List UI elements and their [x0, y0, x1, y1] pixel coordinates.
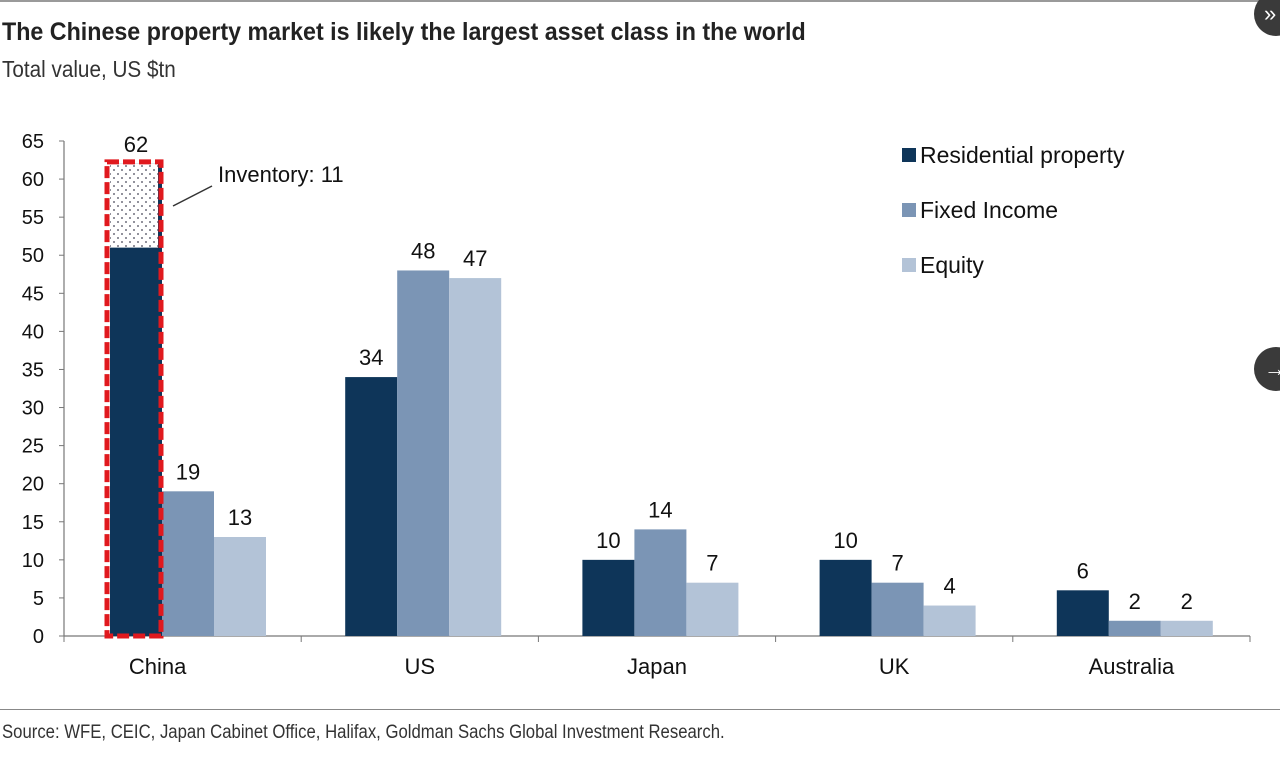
legend-swatch	[902, 258, 916, 272]
bar-us-fixed-income	[397, 270, 450, 636]
x-tick-label: China	[129, 654, 187, 679]
data-label: 4	[943, 574, 955, 599]
y-tick-label: 50	[22, 245, 44, 267]
chart-title: The Chinese property market is likely th…	[2, 18, 806, 46]
bar-japan-fixed-income	[634, 529, 687, 636]
data-label: 62	[124, 132, 148, 157]
y-tick-label: 35	[22, 359, 44, 381]
data-label: 7	[891, 551, 903, 576]
legend-swatch	[902, 203, 916, 217]
annotation-leader	[172, 185, 213, 207]
legend-label: Residential property	[920, 142, 1125, 168]
bar-australia-residential-property	[1056, 590, 1109, 636]
bar-japan-equity	[686, 582, 739, 636]
annotation-label: Inventory: 11	[218, 162, 344, 187]
bar-uk-residential-property	[819, 559, 872, 636]
bar-uk-equity	[923, 605, 976, 636]
bar-us-residential-property	[345, 377, 398, 636]
y-tick-label: 60	[22, 169, 44, 191]
legend-label: Equity	[920, 252, 984, 278]
legend-label: Fixed Income	[920, 197, 1058, 223]
legend-swatch	[902, 148, 916, 162]
bar-uk-fixed-income	[871, 582, 924, 636]
y-tick-label: 55	[22, 207, 44, 229]
highlight-box	[104, 159, 164, 639]
data-label: 10	[596, 528, 620, 553]
data-label: 13	[228, 505, 252, 530]
x-tick-label: US	[405, 654, 436, 679]
data-label: 6	[1077, 558, 1089, 583]
inventory-segment	[110, 163, 158, 248]
y-tick-label: 45	[22, 283, 44, 305]
data-label: 19	[176, 459, 200, 484]
y-tick-label: 0	[33, 626, 44, 648]
y-tick-label: 40	[22, 321, 44, 343]
y-tick-label: 30	[22, 398, 44, 420]
source-note: Source: WFE, CEIC, Japan Cabinet Office,…	[2, 722, 725, 743]
bar-china-fixed-income	[162, 491, 214, 636]
data-label: 34	[359, 345, 383, 370]
y-tick-label: 15	[22, 512, 44, 534]
bar-australia-fixed-income	[1108, 620, 1161, 636]
bar-china-equity	[214, 537, 266, 636]
data-label: 7	[706, 551, 718, 576]
y-tick-label: 5	[33, 588, 44, 610]
data-label: 2	[1129, 589, 1141, 614]
bar-us-equity	[449, 278, 502, 636]
data-label: 47	[463, 246, 487, 271]
data-label: 14	[648, 497, 672, 522]
data-label: 2	[1181, 589, 1193, 614]
y-tick-label: 20	[22, 474, 44, 496]
y-tick-label: 10	[22, 550, 44, 572]
y-tick-label: 65	[22, 131, 44, 153]
x-tick-label: UK	[879, 654, 910, 679]
bar-australia-equity	[1160, 620, 1213, 636]
x-tick-label: Australia	[1089, 654, 1175, 679]
top-border	[0, 0, 1280, 2]
data-label: 48	[411, 238, 435, 263]
data-label: 10	[833, 528, 857, 553]
source-divider	[0, 709, 1280, 710]
chart-subtitle: Total value, US $tn	[2, 56, 176, 82]
bar-japan-residential-property	[582, 559, 635, 636]
x-tick-label: Japan	[627, 654, 687, 679]
y-tick-label: 25	[22, 436, 44, 458]
